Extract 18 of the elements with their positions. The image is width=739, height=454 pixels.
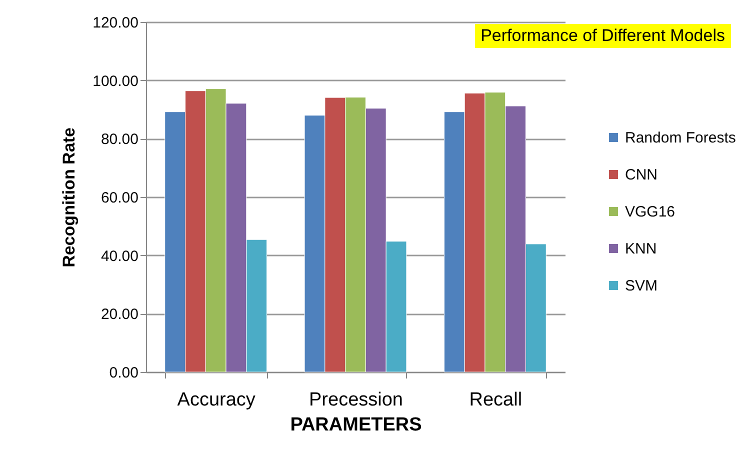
x-axis-title: PARAMETERS bbox=[290, 414, 422, 436]
y-tick-label: 120.00 bbox=[92, 14, 138, 32]
legend-label: KNN bbox=[625, 240, 657, 258]
y-tick-label: 0.00 bbox=[109, 364, 138, 382]
y-axis-title: Recognition Rate bbox=[60, 128, 79, 268]
y-tick-label: 80.00 bbox=[100, 131, 138, 148]
x-tick-label: Accuracy bbox=[177, 390, 256, 410]
legend-label: SVM bbox=[625, 278, 658, 294]
y-tick-label: 100.00 bbox=[92, 72, 138, 90]
x-tick-label: Recall bbox=[469, 390, 522, 410]
legend-label: VGG16 bbox=[625, 204, 676, 220]
legend-label: Random Forests bbox=[625, 130, 736, 146]
y-tick-label: 20.00 bbox=[100, 306, 138, 324]
text: Performance of Different Models bbox=[474, 24, 731, 48]
legend-label: CNN bbox=[625, 166, 658, 184]
y-tick-label: 40.00 bbox=[100, 248, 138, 265]
y-tick-label: 60.00 bbox=[100, 190, 138, 206]
x-tick-label: Precession bbox=[309, 390, 403, 410]
